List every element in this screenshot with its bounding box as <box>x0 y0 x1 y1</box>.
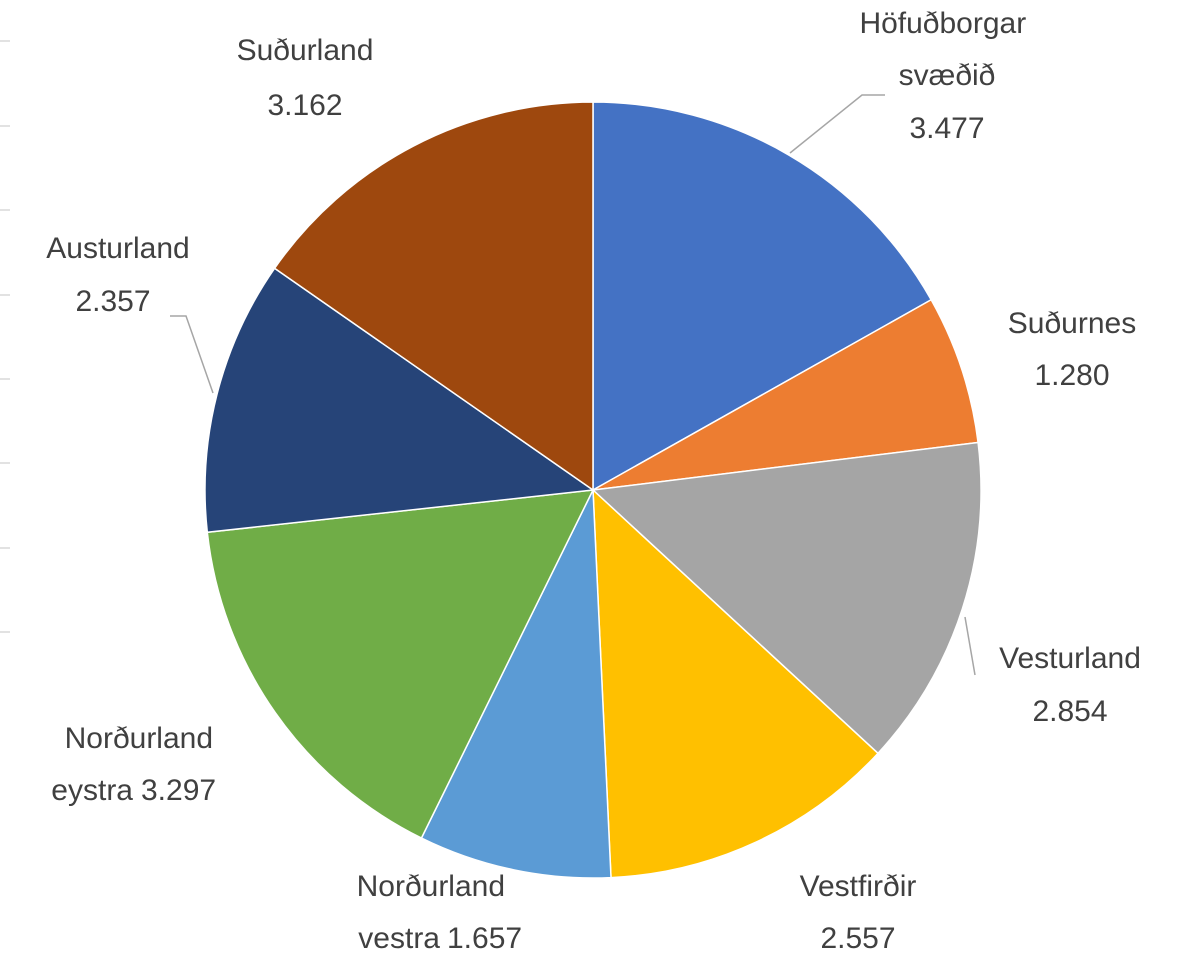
category-label-line: Suðurland <box>237 34 374 67</box>
value-label: 3.162 <box>267 89 342 122</box>
category-label-line: Norðurland <box>357 870 514 903</box>
category-label: Vesturland <box>999 642 1141 675</box>
leader-line <box>964 616 976 676</box>
leader-line <box>789 94 885 154</box>
pie-slice <box>592 101 933 492</box>
leader-line <box>170 315 214 394</box>
category-label-line: Norðurland <box>65 722 222 755</box>
labels: Höfuðborgar svæðið 3.477 Suðurnes 1.280 Vest… <box>46 7 1141 955</box>
value-label: 3.477 <box>909 112 984 145</box>
pie-slice <box>591 441 982 755</box>
category-label: Suðurnes <box>1008 307 1136 340</box>
category-label: Austurland <box>46 232 189 265</box>
value-label: 2.357 <box>75 285 150 318</box>
pie-slice <box>273 101 594 492</box>
category-label: Suðurland <box>237 34 374 67</box>
pie-slice <box>204 267 596 534</box>
category-label-line: Vesturland <box>999 642 1141 675</box>
pie-slice <box>592 488 880 879</box>
category-label: Vestfirðir <box>800 870 917 903</box>
category-label-line: eystra <box>51 774 133 807</box>
axis-remnants <box>0 40 10 633</box>
category-label-line: Suðurnes <box>1008 307 1136 340</box>
value-label: 3.297 <box>141 774 216 807</box>
category-label-line: Austurland <box>46 232 189 265</box>
category-label-line: svæðið <box>899 59 996 92</box>
category-label: Höfuðborgar svæðið <box>859 7 1034 92</box>
pie-slice <box>206 489 595 840</box>
slices <box>204 101 982 879</box>
pie-slice <box>592 298 979 491</box>
category-label: Norðurland eystra <box>51 722 221 807</box>
value-label: 1.657 <box>447 922 522 955</box>
value-label: 2.557 <box>820 922 895 955</box>
category-label-line: Höfuðborgar <box>859 7 1034 40</box>
value-label: 1.280 <box>1034 359 1109 392</box>
value-label: 2.854 <box>1032 695 1107 728</box>
category-label-line: vestra <box>358 922 440 955</box>
category-label-line: Vestfirðir <box>800 870 917 903</box>
category-label: Norðurland vestra <box>357 870 514 955</box>
pie-slice <box>420 489 612 879</box>
